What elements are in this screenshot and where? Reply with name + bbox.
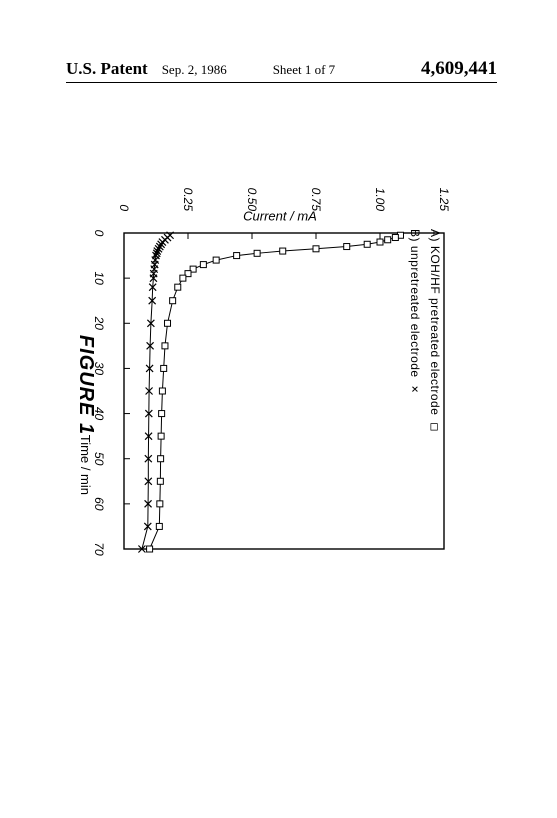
xtick-label: 20 (92, 317, 106, 330)
figure-container: Current / mA Time / min A) KOH/HF pretre… (110, 215, 450, 555)
ytick-label: 1.00 (373, 188, 387, 211)
xtick-label: 30 (92, 362, 106, 375)
ytick-label: 0.50 (245, 188, 259, 211)
patent-label: U.S. Patent (66, 59, 148, 79)
xtick-label: 10 (92, 271, 106, 284)
sheet-number: Sheet 1 of 7 (273, 62, 335, 78)
legend-row-b: B) unpretreated electrode × (408, 229, 422, 431)
square-icon: □ (428, 423, 442, 431)
xtick-label: 0 (92, 230, 106, 237)
header-rule (66, 82, 497, 83)
legend-label-a: A) KOH/HF pretreated electrode (428, 229, 442, 415)
rotated-chart: Current / mA Time / min A) KOH/HF pretre… (110, 215, 450, 555)
xtick-label: 40 (92, 407, 106, 420)
legend-label-b: B) unpretreated electrode (408, 229, 422, 378)
ytick-label: 0.75 (309, 188, 323, 211)
chart-legend: A) KOH/HF pretreated electrode □ B) unpr… (402, 229, 442, 431)
patent-header: U.S. Patent Sep. 2, 1986 Sheet 1 of 7 4,… (66, 58, 497, 80)
ytick-label: 1.25 (437, 188, 451, 211)
ytick-label: 0.25 (181, 188, 195, 211)
xtick-label: 70 (92, 542, 106, 555)
patent-number: 4,609,441 (421, 58, 497, 80)
x-icon: × (408, 385, 422, 393)
chart-svg (110, 215, 450, 555)
ytick-label: 0 (117, 204, 131, 211)
xtick-label: 50 (92, 452, 106, 465)
patent-date: Sep. 2, 1986 (162, 62, 227, 78)
legend-row-a: A) KOH/HF pretreated electrode □ (428, 229, 442, 431)
xtick-label: 60 (92, 497, 106, 510)
